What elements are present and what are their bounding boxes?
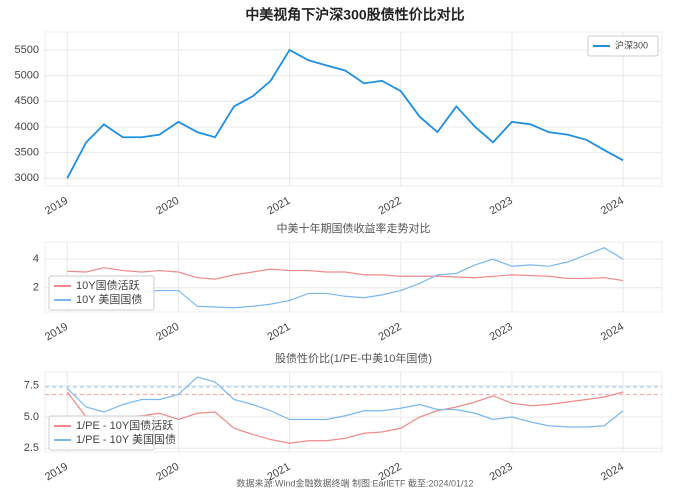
x-tick-label: 2022 [376,195,403,218]
x-tick-label: 2019 [43,321,70,344]
x-tick-label: 2020 [154,195,181,218]
series-line [67,267,624,282]
x-tick-label: 2019 [43,461,70,484]
footer: 数据来源:Wind金融数据终端 制图:EarlETF 截至:2024/01/12 [236,477,473,488]
y-tick-label: 2 [33,282,39,294]
chart-title: 股债性价比(1/PE-中美10年国债) [275,351,432,365]
figure-title: 中美视角下沪深300股债性价比对比 [245,7,464,23]
series-line [67,247,624,309]
legend-label: 1/PE - 10Y 美国国债 [76,432,176,446]
x-tick-label: 2024 [599,195,626,218]
y-tick-label: 4 [33,253,39,265]
legend-label: 10Y 美国国债 [76,292,142,306]
x-tick-label: 2023 [488,321,515,344]
legend-box [48,415,155,451]
y-tick-label: 3500 [15,147,39,159]
x-tick-label: 2021 [265,321,292,344]
x-tick-label: 2020 [154,461,181,484]
series-line [66,376,624,428]
y-tick-label: 3000 [15,172,39,184]
legend-label: 沪深300 [615,39,648,50]
legend-box [587,35,659,57]
y-tick-label: 4000 [15,121,39,133]
x-tick-label: 2019 [43,195,70,218]
x-tick-label: 2024 [599,321,626,344]
y-tick-label: 5.0 [24,411,39,423]
legend-box [48,275,155,311]
legend-label: 10Y国债活跃 [76,278,140,292]
y-tick-label: 5500 [15,44,39,56]
x-tick-label: 2020 [154,321,181,344]
x-tick-label: 2022 [376,321,403,344]
y-tick-label: 4500 [15,95,39,107]
series-line [66,391,624,444]
x-tick-label: 2023 [488,195,515,218]
x-tick-label: 2023 [488,461,515,484]
plot-area [44,31,663,187]
legend-label: 1/PE - 10Y国债活跃 [76,418,173,432]
y-tick-label: 5000 [15,70,39,82]
x-tick-label: 2024 [599,461,626,484]
y-tick-label: 7.5 [24,380,39,392]
chart-title: 中美十年期国债收益率走势对比 [277,221,431,235]
x-tick-label: 2021 [265,195,292,218]
series-line [66,48,624,179]
y-tick-label: 2.5 [24,442,39,454]
